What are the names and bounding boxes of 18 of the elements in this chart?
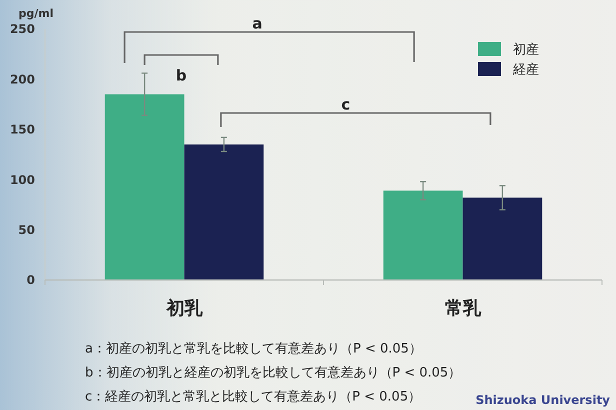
annotation: c [341,95,350,114]
annotation: a [252,14,262,32]
text: Shizuoka University [476,393,610,408]
y-tick-label: 100 [10,172,35,187]
text: b：初産の初乳と経産の初乳を比較して有意差あり（P < 0.05） [85,364,462,381]
x-tick-label: 初乳 [165,298,204,319]
text: a：初産の初乳と常乳を比較して有意差あり（P < 0.05） [85,340,422,357]
x-tick-label: 常乳 [444,298,482,319]
y-tick-label: 200 [10,72,35,86]
text: c：経産の初乳と常乳と比較して有意差あり（P < 0.05） [85,388,422,405]
y-tick-label: 250 [10,22,35,36]
annotation: b [176,66,187,84]
y-axis-title: pg/ml [18,7,54,20]
legend-label: 経産 [512,62,539,78]
legend-label: 初産 [513,42,539,58]
y-tick-label: 0 [26,273,35,288]
y-tick-label: 50 [18,223,35,237]
y-tick-label: 150 [10,122,35,137]
